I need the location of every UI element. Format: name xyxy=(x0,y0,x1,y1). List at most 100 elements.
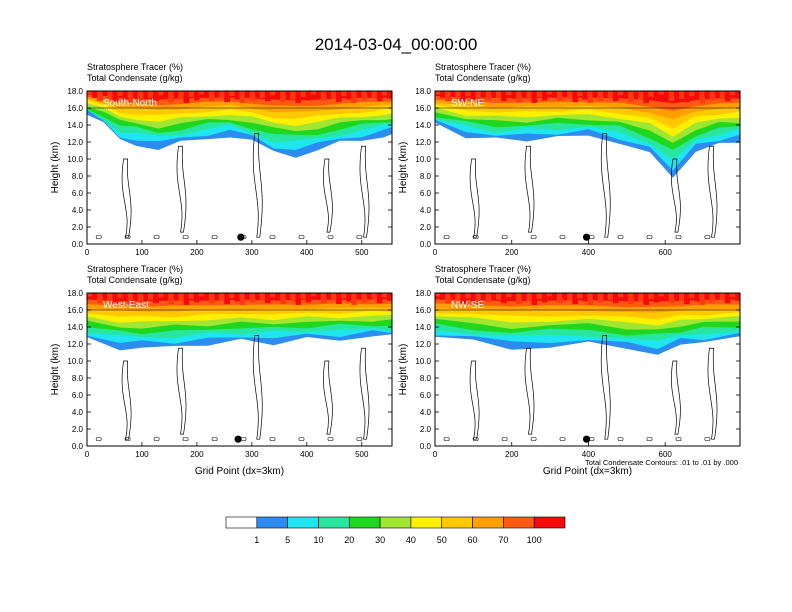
tracer-top-stripe xyxy=(254,91,261,95)
tracer-top-stripe xyxy=(366,293,373,297)
tracer-top-stripe xyxy=(102,293,108,298)
tracer-top-stripe xyxy=(597,293,604,303)
tracer-top-stripe xyxy=(275,293,281,301)
y-tick-label: 4.0 xyxy=(420,408,432,417)
tracer-top-stripe xyxy=(480,91,487,97)
tracer-top-stripe xyxy=(285,293,291,299)
condensate-contour xyxy=(524,145,535,233)
tracer-top-stripe xyxy=(536,293,543,299)
condensate-contour-small xyxy=(530,235,537,239)
tracer-top-stripe xyxy=(224,293,230,305)
tracer-top-stripe xyxy=(460,91,467,103)
condensate-contour xyxy=(121,360,132,440)
condensate-contour-small xyxy=(153,235,160,239)
tracer-top-stripe xyxy=(132,293,139,299)
tracer-top-stripe xyxy=(673,91,680,96)
tracer-top-stripe xyxy=(386,293,392,301)
tracer-top-stripe xyxy=(709,91,716,101)
tracer-top-stripe xyxy=(521,91,528,97)
y-tick-label: 16.0 xyxy=(415,306,431,315)
x-tick-label: 0 xyxy=(433,248,438,257)
tracer-top-stripe xyxy=(643,91,650,103)
tracer-top-stripe xyxy=(198,293,205,297)
x-tick-label: 300 xyxy=(245,248,259,257)
tracer-top-stripe xyxy=(346,91,352,100)
tracer-top-stripe xyxy=(450,293,456,298)
tracer-top-stripe xyxy=(92,293,98,300)
tracer-top-stripe xyxy=(684,293,690,305)
tracer-top-stripe xyxy=(122,293,129,302)
tracer-top-stripe xyxy=(127,91,134,103)
tracer-top-stripe xyxy=(331,91,337,99)
y-tick-label: 2.0 xyxy=(72,425,84,434)
tracer-top-stripe xyxy=(628,293,634,305)
x-axis-label: Grid Point (dx=3km) xyxy=(543,466,632,477)
tracer-top-stripe xyxy=(704,293,711,299)
tracer-top-stripe xyxy=(633,293,639,299)
tracer-top-stripe xyxy=(361,293,368,303)
tracer-top-stripe xyxy=(496,91,502,98)
tracer-top-stripe xyxy=(679,91,685,99)
tracer-top-stripe xyxy=(356,293,363,299)
tracer-top-stripe xyxy=(214,293,220,298)
y-tick-label: 6.0 xyxy=(420,189,432,198)
condensate-contour xyxy=(600,133,611,238)
tracer-top-stripe xyxy=(386,91,392,99)
tracer-top-stripe xyxy=(305,91,312,101)
tracer-top-stripe xyxy=(249,91,256,101)
condensate-contour-small xyxy=(327,235,334,239)
tracer-top-stripe xyxy=(684,91,690,103)
tracer-top-stripe xyxy=(315,91,322,98)
tracer-top-stripe xyxy=(244,293,251,299)
tracer-top-stripe xyxy=(107,293,113,301)
colorbar-label: 50 xyxy=(437,535,447,545)
tracer-top-stripe xyxy=(719,91,726,98)
tracer-top-stripe xyxy=(638,91,644,100)
tracer-top-stripe xyxy=(567,91,573,99)
tracer-top-stripe xyxy=(475,91,482,103)
tracer-top-stripe xyxy=(290,91,296,100)
tracer-top-stripe xyxy=(92,91,98,98)
tracer-top-stripe xyxy=(607,293,614,300)
tracer-top-stripe xyxy=(310,91,317,95)
y-tick-label: 0.0 xyxy=(420,240,432,249)
tracer-top-stripe xyxy=(577,91,583,97)
y-tick-label: 4.0 xyxy=(420,206,432,215)
tracer-top-stripe xyxy=(315,293,322,300)
tracer-top-stripe xyxy=(341,293,347,299)
tracer-top-stripe xyxy=(689,91,695,97)
x-tick-label: 400 xyxy=(300,248,314,257)
tracer-top-stripe xyxy=(592,91,599,97)
tracer-top-stripe xyxy=(229,91,235,97)
colorbar-swatch xyxy=(256,516,288,529)
tracer-top-stripe xyxy=(300,293,307,299)
tracer-top-stripe xyxy=(546,91,553,95)
tracer-top-stripe xyxy=(562,91,568,96)
tracer-top-stripe xyxy=(188,91,195,97)
condensate-contour-small xyxy=(269,235,276,239)
y-tick-label: 6.0 xyxy=(72,189,84,198)
y-tick-label: 2.0 xyxy=(72,223,84,232)
tracer-top-stripe xyxy=(485,293,492,303)
colorbar-swatch xyxy=(379,516,412,529)
x-tick-label: 400 xyxy=(582,248,596,257)
tracer-top-stripe xyxy=(336,293,342,305)
tracer-top-stripe xyxy=(602,91,609,95)
condensate-contour-small xyxy=(443,437,450,441)
tracer-top-stripe xyxy=(668,293,675,304)
tracer-top-stripe xyxy=(572,91,578,103)
tracer-top-stripe xyxy=(648,91,655,97)
plot-frame xyxy=(434,292,741,447)
condensate-contour-small xyxy=(617,235,624,239)
tracer-top-stripe xyxy=(496,293,502,300)
plot-area xyxy=(87,91,392,244)
colorbar: 1 5 10 20 30 40 50 60 70 100 xyxy=(225,516,566,545)
tracer-top-stripe xyxy=(264,293,271,304)
tracer-top-stripe xyxy=(440,293,446,300)
plot-frame xyxy=(434,90,741,245)
condensate-contour-small xyxy=(472,437,479,441)
y-tick-label: 0.0 xyxy=(72,240,84,249)
tracer-top-stripe xyxy=(572,293,578,305)
colorbar-label: 20 xyxy=(344,535,354,545)
